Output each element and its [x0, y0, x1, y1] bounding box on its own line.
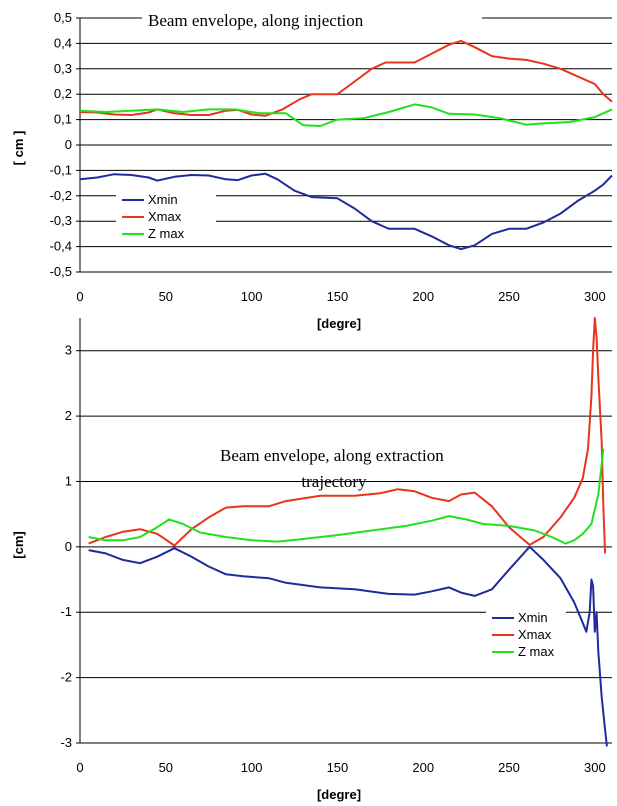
top-chart-ytick-label: -0,5 [50, 264, 72, 279]
bottom-chart-ytick-label: 3 [65, 343, 72, 358]
top-chart-xtick-label: 50 [159, 289, 173, 304]
bottom-chart-xlabel: [degre] [317, 787, 361, 802]
bottom-chart-ytick-label: -3 [60, 735, 72, 750]
top-chart-ytick-label: 0,5 [54, 10, 72, 25]
top-chart-ytick-label: 0 [65, 137, 72, 152]
top-chart-xlabel: [degre] [317, 316, 361, 331]
top-chart-xtick-label: 250 [498, 289, 520, 304]
bottom-chart-xtick-label: 300 [584, 760, 606, 775]
bottom-chart-ytick-label: -1 [60, 604, 72, 619]
top-chart-ytick-label: 0,4 [54, 35, 72, 50]
bottom-chart-series-zmax [88, 448, 605, 545]
top-chart-legend-label: Xmin [148, 192, 178, 207]
bottom-chart-legend-label: Z max [518, 644, 555, 659]
bottom-chart-ytick-label: 2 [65, 408, 72, 423]
top-chart-title: Beam envelope, along injection [148, 11, 364, 30]
bottom-chart-xtick-label: 100 [241, 760, 263, 775]
bottom-chart-ytick-label: -2 [60, 670, 72, 685]
bottom-chart-legend: Xmin Xmax Z max [486, 606, 566, 662]
bottom-chart-ytick-label: 0 [65, 539, 72, 554]
top-chart-ytick-label: -0,1 [50, 162, 72, 177]
bottom-chart-xtick-label: 250 [498, 760, 520, 775]
top-chart-ytick-label: -0,2 [50, 188, 72, 203]
top-chart-legend-label: Z max [148, 226, 185, 241]
top-chart-plot: 0,5 0,4 0,3 0,2 0,1 0 -0,1 -0,2 -0,3 -0,4 -0,5 0 50 1… [50, 10, 613, 304]
bottom-chart-xtick-label: 0 [76, 760, 83, 775]
top-chart-legend: Xmin Xmax Z max [116, 188, 216, 244]
bottom-chart-xtick-label: 150 [327, 760, 349, 775]
top-chart-xtick-label: 0 [76, 289, 83, 304]
top-chart-series-zmax [79, 103, 613, 127]
top-chart-ytick-label: -0,4 [50, 239, 72, 254]
top-chart-xtick-label: 100 [241, 289, 263, 304]
top-chart-ytick-label: 0,2 [54, 86, 72, 101]
top-chart-xtick-label: 200 [412, 289, 434, 304]
bottom-chart-plot: 3 2 1 0 -1 -2 -3 0 50 100 150 200 250 300 Xmin Xmax Z ma… [60, 317, 612, 775]
bottom-chart-ylabel: [cm] [11, 531, 26, 558]
bottom-chart-legend-label: Xmax [518, 627, 552, 642]
bottom-chart-series-xmin [88, 545, 608, 747]
top-chart-title-background [142, 6, 482, 30]
top-chart-ytick-label: 0,1 [54, 112, 72, 127]
bottom-chart-ytick-label: 1 [65, 473, 72, 488]
bottom-chart-title: Beam envelope, along extraction trajecto… [220, 446, 448, 491]
bottom-chart-legend-label: Xmin [518, 610, 548, 625]
bottom-chart-title-line-2: trajectory [301, 472, 367, 491]
bottom-chart-xtick-label: 200 [412, 760, 434, 775]
top-chart-legend-label: Xmax [148, 209, 182, 224]
top-chart-series-xmin [79, 172, 613, 251]
bottom-chart-xtick-label: 50 [159, 760, 173, 775]
bottom-chart-title-line-1: Beam envelope, along extraction [220, 446, 444, 465]
top-chart-xtick-label: 150 [327, 289, 349, 304]
top-chart-ytick-label: -0,3 [50, 213, 72, 228]
top-chart-ylabel: [ cm ] [11, 131, 26, 166]
top-chart-xtick-label: 300 [584, 289, 606, 304]
top-chart-series-xmax [79, 39, 613, 117]
top-chart-ytick-label: 0,3 [54, 61, 72, 76]
